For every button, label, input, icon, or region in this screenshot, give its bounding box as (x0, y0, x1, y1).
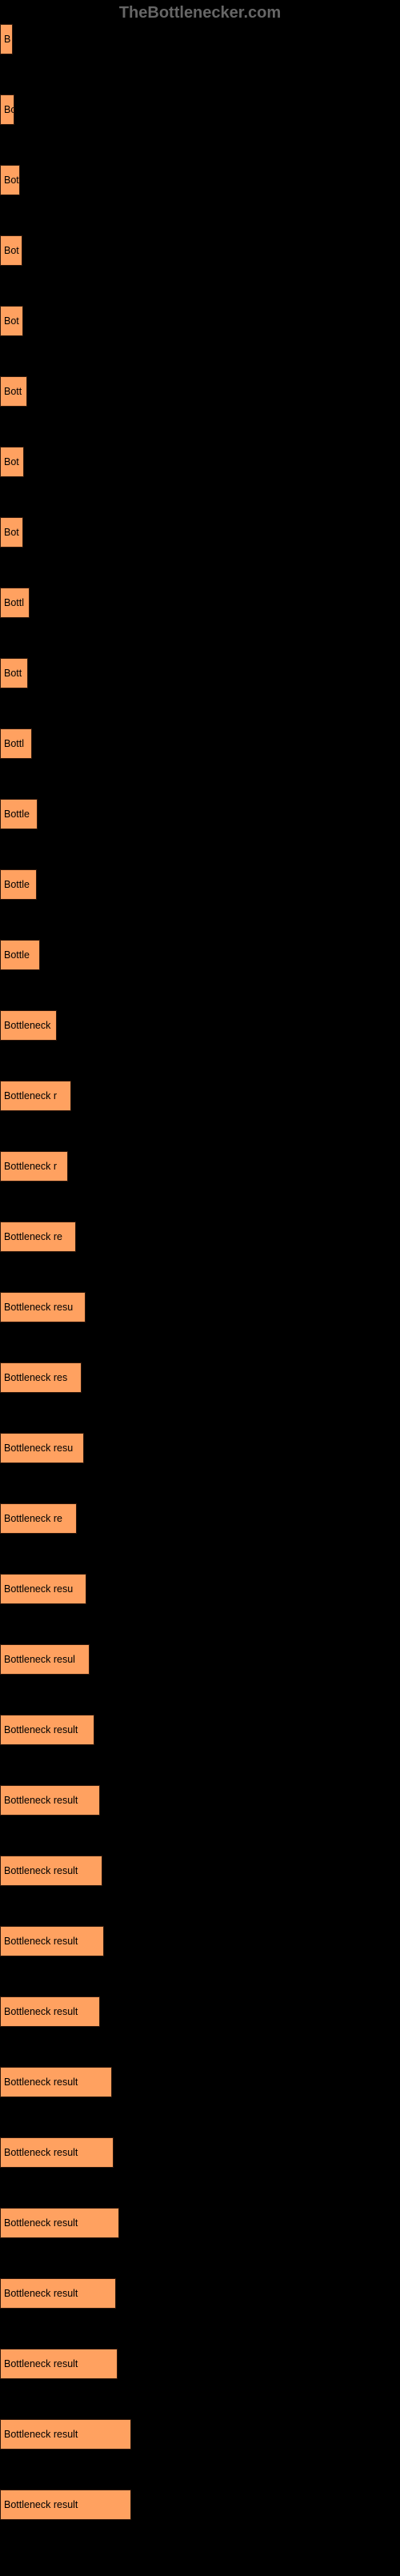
bar-row: Bo (0, 94, 400, 125)
bar-row: Bottleneck result (0, 2137, 400, 2168)
bar: Bottleneck re (0, 1503, 77, 1534)
bar-row: Bot (0, 165, 400, 195)
bar: Bottleneck result (0, 1856, 102, 1886)
bar: Bottleneck result (0, 2067, 112, 2097)
bar-row: Bott (0, 658, 400, 688)
bar: Bottleneck result (0, 1996, 100, 2027)
bar: Bottleneck resu (0, 1574, 86, 1604)
bar: Bottleneck result (0, 2137, 114, 2168)
bar: Bot (0, 306, 23, 336)
bar: Bott (0, 658, 28, 688)
bar: Bottle (0, 940, 40, 970)
bar-row: Bottle (0, 940, 400, 970)
plot-area: B Bo Bot Bot Bot Bott Bot Bot Bottl Bott Bottl Bott… (0, 24, 400, 2520)
bar: Bottle (0, 869, 37, 900)
bar-row: Bottleneck result (0, 1996, 400, 2027)
bar-row: Bot (0, 235, 400, 266)
bar-row: Bott (0, 376, 400, 407)
bar: Bottleneck (0, 1010, 57, 1041)
bar: Bottleneck result (0, 2208, 119, 2238)
bar-row: Bottleneck resu (0, 1574, 400, 1604)
bar-row: Bottleneck result (0, 2067, 400, 2097)
bar-row: Bottleneck re (0, 1503, 400, 1534)
bar: Bot (0, 165, 20, 195)
bar-row: Bot (0, 517, 400, 548)
bar-row: Bot (0, 447, 400, 477)
bar: Bot (0, 517, 23, 548)
bar: Bottleneck resu (0, 1292, 86, 1322)
bar: Bottleneck result (0, 1926, 104, 1956)
bar-row: Bottleneck result (0, 2208, 400, 2238)
bar: Bot (0, 235, 22, 266)
bar-row: Bottleneck result (0, 2349, 400, 2379)
bar: Bottleneck resul (0, 1644, 90, 1675)
bar: Bottleneck result (0, 2419, 131, 2450)
bar-row: Bottleneck result (0, 2419, 400, 2450)
bar-row: Bottleneck result (0, 2490, 400, 2520)
bar: Bottleneck r (0, 1151, 68, 1182)
bar-row: Bottleneck result (0, 1785, 400, 1816)
bar-row: Bottleneck resu (0, 1292, 400, 1322)
bar-row: Bottle (0, 869, 400, 900)
bar: Bottleneck result (0, 1715, 94, 1745)
watermark-text: TheBottlenecker.com (0, 4, 400, 22)
bar-row: Bottleneck result (0, 1856, 400, 1886)
bar-row: Bottleneck result (0, 1715, 400, 1745)
bar-row: Bot (0, 306, 400, 336)
bar: Bottl (0, 588, 30, 618)
bar: Bo (0, 94, 14, 125)
bar: Bottleneck resu (0, 1433, 84, 1463)
bar-row: Bottl (0, 728, 400, 759)
bottleneck-bar-chart: TheBottlenecker.com BBoBotBotBotBottBotB… (0, 0, 400, 2576)
bar: Bot (0, 447, 24, 477)
bar: Bottleneck result (0, 2349, 118, 2379)
bar-row: Bottleneck res (0, 1362, 400, 1393)
bar-row: Bottl (0, 588, 400, 618)
bar-row: B (0, 24, 400, 54)
bar: Bottleneck re (0, 1222, 76, 1252)
bar: Bottle (0, 799, 38, 829)
bar: Bottleneck r (0, 1081, 71, 1111)
bar-row: Bottleneck result (0, 2278, 400, 2309)
bar: B (0, 24, 13, 54)
bar-row: Bottleneck r (0, 1081, 400, 1111)
bar-row: Bottleneck resu (0, 1433, 400, 1463)
bar: Bottleneck result (0, 2278, 116, 2309)
bar-row: Bottleneck (0, 1010, 400, 1041)
bar: Bott (0, 376, 27, 407)
bar: Bottleneck result (0, 1785, 100, 1816)
bar-row: Bottleneck r (0, 1151, 400, 1182)
bar: Bottl (0, 728, 32, 759)
bar: Bottleneck res (0, 1362, 82, 1393)
bar-row: Bottleneck re (0, 1222, 400, 1252)
bar-row: Bottleneck resul (0, 1644, 400, 1675)
bar-row: Bottle (0, 799, 400, 829)
bar: Bottleneck result (0, 2490, 131, 2520)
bar-row: Bottleneck result (0, 1926, 400, 1956)
